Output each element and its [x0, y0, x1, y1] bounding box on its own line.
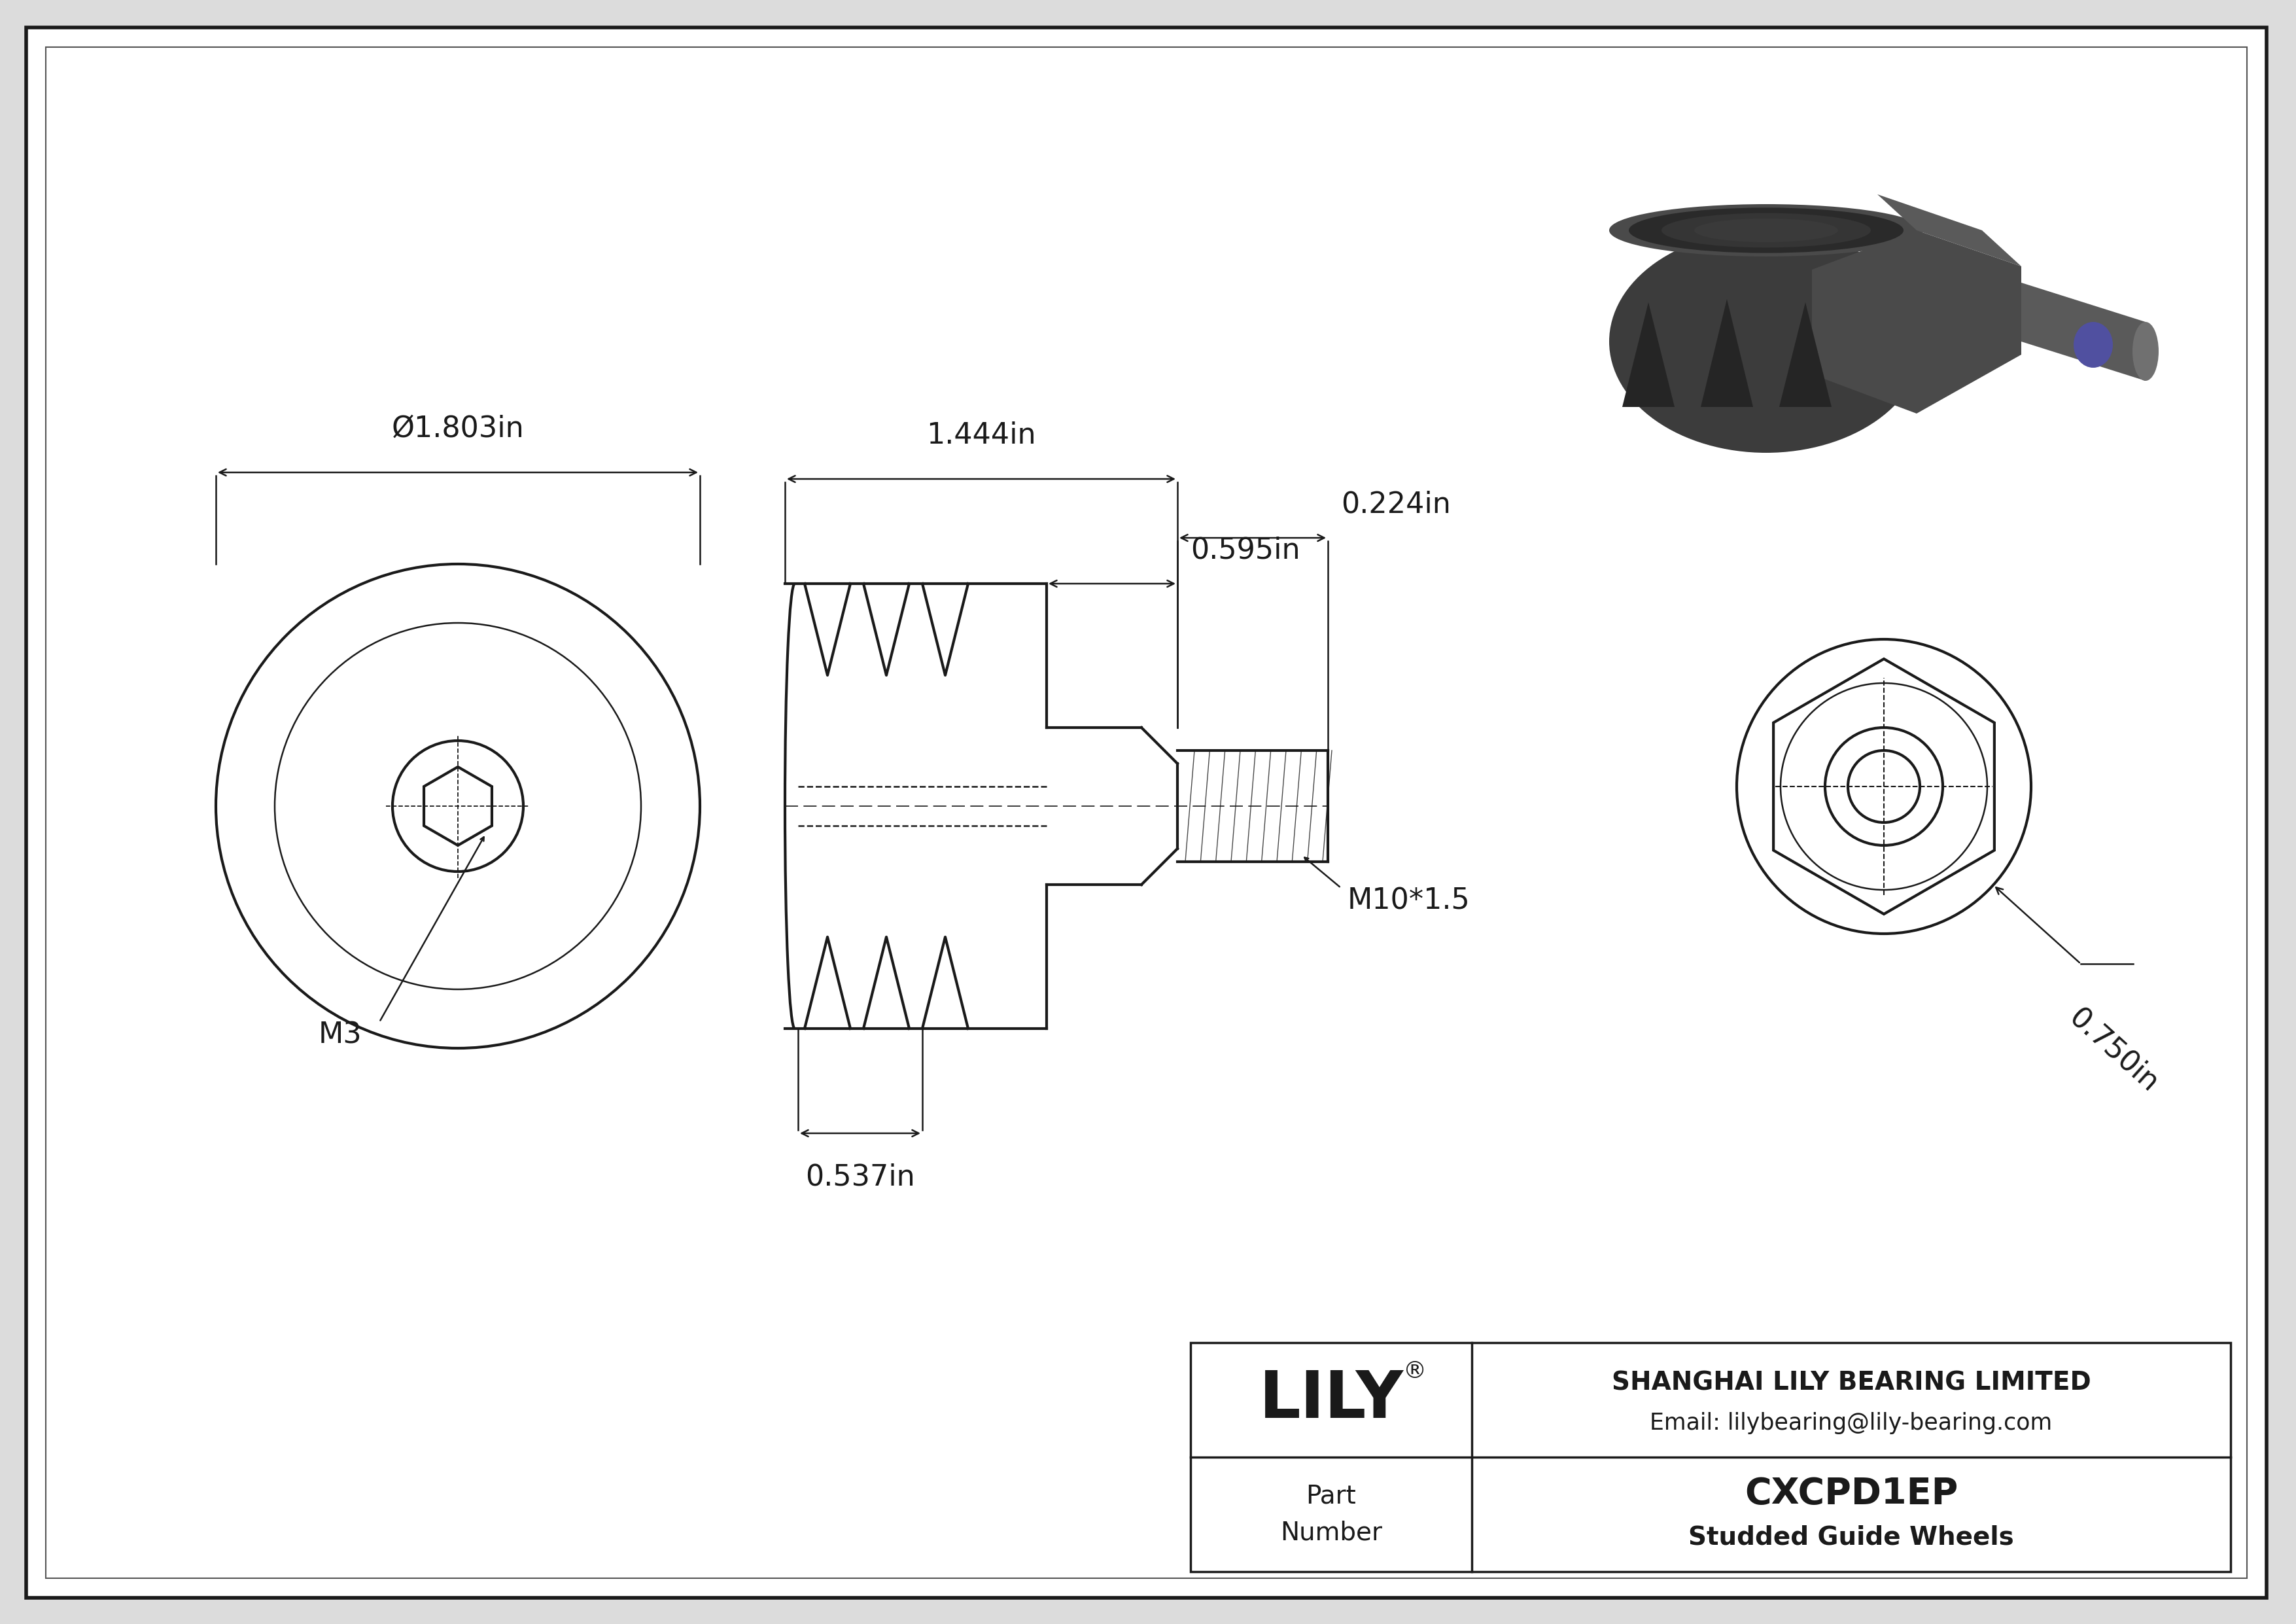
Bar — [1504, 119, 2190, 643]
Bar — [1192, 1343, 2232, 1572]
Circle shape — [1848, 750, 1919, 822]
Text: Studded Guide Wheels: Studded Guide Wheels — [1688, 1525, 2014, 1549]
Ellipse shape — [1628, 208, 1903, 253]
Circle shape — [393, 741, 523, 872]
Text: LILY: LILY — [1258, 1367, 1403, 1432]
Text: 0.750in: 0.750in — [2064, 1004, 2163, 1098]
Polygon shape — [1779, 302, 1832, 408]
Text: CXCPD1EP: CXCPD1EP — [1745, 1476, 1958, 1510]
Circle shape — [1736, 640, 2032, 934]
Polygon shape — [1878, 195, 2020, 266]
Text: SHANGHAI LILY BEARING LIMITED: SHANGHAI LILY BEARING LIMITED — [1612, 1371, 2092, 1395]
Polygon shape — [1623, 302, 1674, 408]
Ellipse shape — [1609, 231, 1924, 453]
Ellipse shape — [2073, 322, 2112, 367]
Text: 0.224in: 0.224in — [1341, 490, 1451, 518]
Ellipse shape — [1609, 205, 1924, 257]
Ellipse shape — [1694, 219, 1839, 242]
Ellipse shape — [1662, 213, 1871, 247]
Text: M3: M3 — [319, 1021, 363, 1049]
Polygon shape — [425, 767, 491, 846]
Polygon shape — [1773, 659, 1995, 914]
Text: Part: Part — [1306, 1484, 1357, 1509]
Text: ®: ® — [1403, 1359, 1426, 1382]
Circle shape — [216, 564, 700, 1047]
Text: Ø1.803in: Ø1.803in — [393, 414, 523, 443]
Circle shape — [1779, 684, 1988, 890]
Circle shape — [1825, 728, 1942, 846]
Text: Number: Number — [1281, 1520, 1382, 1544]
Polygon shape — [2020, 283, 2144, 380]
Polygon shape — [1701, 299, 1754, 408]
Text: 0.537in: 0.537in — [806, 1163, 916, 1190]
Circle shape — [276, 624, 641, 989]
Text: 0.595in: 0.595in — [1192, 536, 1300, 564]
Ellipse shape — [2133, 322, 2158, 380]
Text: Email: lilybearing@lily-bearing.com: Email: lilybearing@lily-bearing.com — [1651, 1411, 2053, 1434]
Polygon shape — [1812, 231, 2020, 414]
Text: M10*1.5: M10*1.5 — [1348, 887, 1469, 914]
Text: 1.444in: 1.444in — [925, 421, 1035, 450]
